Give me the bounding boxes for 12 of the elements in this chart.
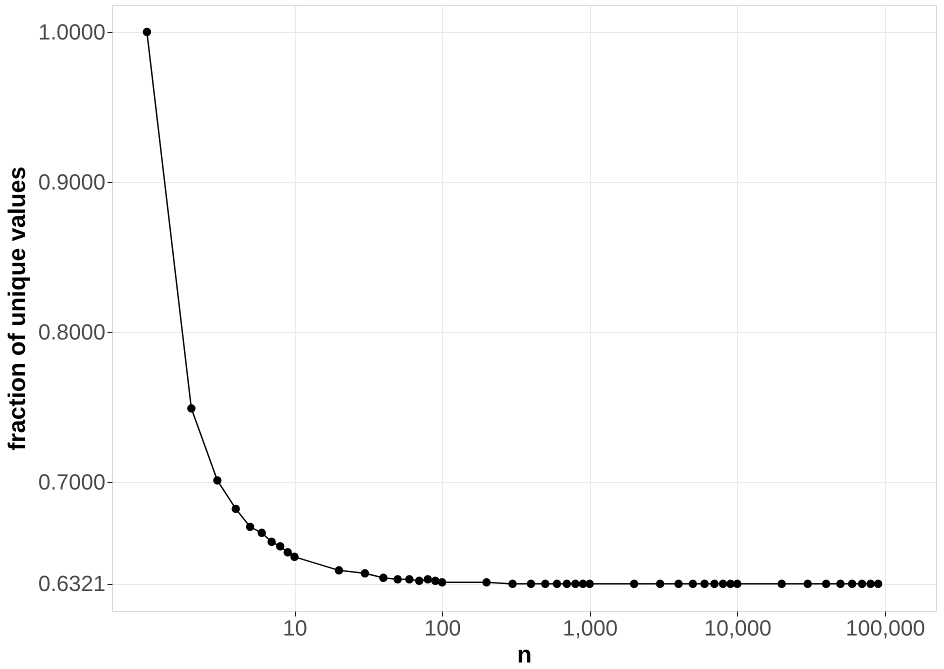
x-tick-label: 10 <box>282 616 308 640</box>
y-tick-label: 0.6321 <box>38 571 106 596</box>
x-tick-label: 1,000 <box>562 616 618 640</box>
y-tick-label: 1.0000 <box>38 19 106 44</box>
x-tick-label: 100,000 <box>846 616 926 640</box>
x-axis-title: n <box>517 642 532 668</box>
y-tick-label: 0.9000 <box>38 169 106 194</box>
x-tick-label: 10,000 <box>704 616 772 640</box>
y-axis-title: fraction of unique values <box>4 166 32 451</box>
y-tick-label: 0.8000 <box>38 319 106 344</box>
x-tick-label: 100 <box>424 616 461 640</box>
y-tick-label: 0.7000 <box>38 469 106 494</box>
